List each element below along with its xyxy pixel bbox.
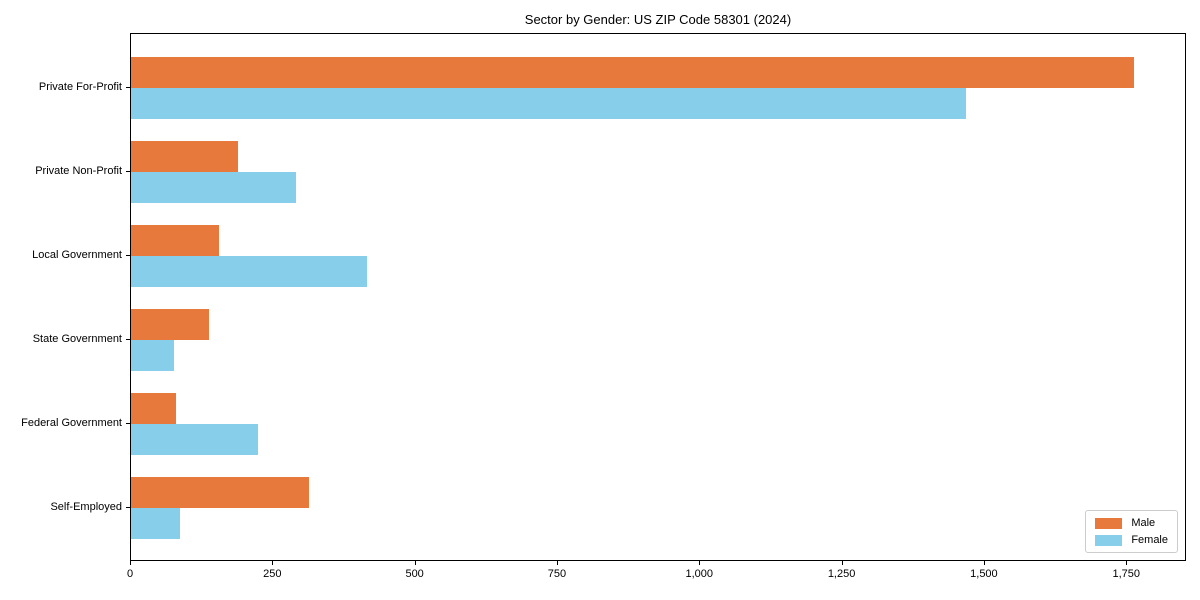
category-row-private-for-profit <box>131 46 1185 130</box>
bar-female-local-government <box>131 256 367 287</box>
bar-male-state-government <box>131 309 210 340</box>
bar-male-private-for-profit <box>131 57 1134 88</box>
legend: Male Female <box>1085 510 1178 553</box>
bar-female-private-non-profit <box>131 172 296 203</box>
y-tick-label-state-government: State Government <box>32 333 122 345</box>
bars-container <box>131 34 1185 560</box>
category-row-private-non-profit <box>131 130 1185 214</box>
y-tick-mark <box>126 339 130 340</box>
x-tick-mark <box>130 561 131 565</box>
bar-female-state-government <box>131 340 174 371</box>
category-row-state-government <box>131 298 1185 382</box>
x-tick-label: 500 <box>405 568 424 580</box>
legend-item-female: Female <box>1095 534 1168 546</box>
x-tick-label: 750 <box>547 568 567 580</box>
x-tick-mark <box>272 561 274 565</box>
y-tick-mark <box>126 255 130 256</box>
x-tick-label: 1,250 <box>827 568 856 580</box>
x-tick-label: 1,500 <box>970 568 998 580</box>
x-tick-mark <box>556 561 558 565</box>
y-tick-mark <box>126 87 130 88</box>
y-tick-label-private-for-profit: Private For-Profit <box>38 81 122 93</box>
x-tick-label: 0 <box>126 568 134 580</box>
legend-item-male: Male <box>1095 517 1168 529</box>
bar-male-private-non-profit <box>131 141 238 172</box>
bar-female-private-for-profit <box>131 88 967 119</box>
x-tick-mark <box>983 561 985 565</box>
bar-female-federal-government <box>131 424 258 455</box>
x-tick-mark <box>414 561 416 565</box>
bar-male-self-employed <box>131 477 309 508</box>
legend-label-female: Female <box>1131 534 1168 546</box>
x-tick-mark <box>841 561 843 565</box>
x-tick-mark <box>699 561 701 565</box>
y-tick-label-private-non-profit: Private Non-Profit <box>35 165 122 177</box>
legend-swatch-male <box>1095 517 1123 529</box>
bar-male-local-government <box>131 225 219 256</box>
y-tick-mark <box>126 423 130 424</box>
legend-swatch-female <box>1095 534 1123 546</box>
x-tick-label: 250 <box>263 568 282 580</box>
category-row-local-government <box>131 214 1185 298</box>
x-tick-label: 1,750 <box>1112 568 1140 580</box>
x-tick-label: 1,000 <box>685 568 714 580</box>
chart-title: Sector by Gender: US ZIP Code 58301 (202… <box>524 12 792 27</box>
y-tick-label-local-government: Local Government <box>32 249 122 261</box>
x-tick-mark <box>1126 561 1128 565</box>
bar-male-federal-government <box>131 393 176 424</box>
y-tick-mark <box>126 171 130 172</box>
y-tick-label-federal-government: Federal Government <box>21 417 122 429</box>
category-row-federal-government <box>131 382 1185 466</box>
legend-label-male: Male <box>1131 517 1156 529</box>
bar-female-self-employed <box>131 508 181 539</box>
category-row-self-employed <box>131 466 1185 550</box>
y-tick-mark <box>126 507 130 508</box>
y-tick-label-self-employed: Self-Employed <box>50 501 122 513</box>
plot-area: Male Female <box>130 33 1186 561</box>
